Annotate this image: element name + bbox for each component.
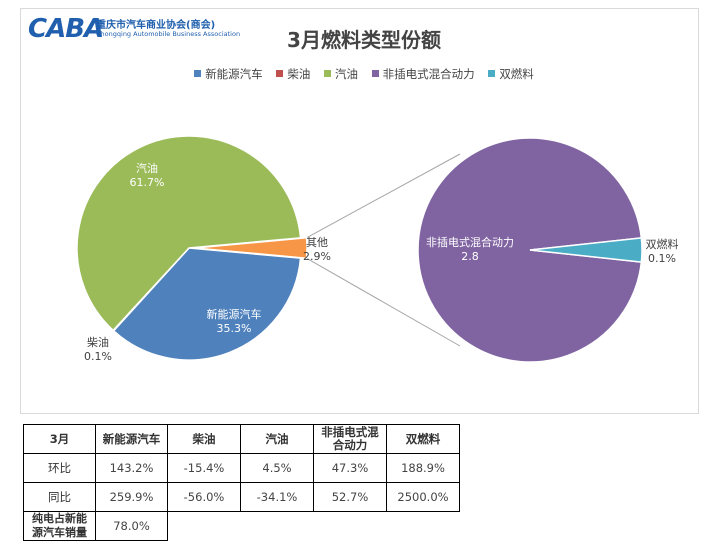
- table-cell: 2500.0%: [386, 482, 460, 512]
- table-cell: 4.5%: [240, 453, 314, 483]
- row-label: 纯电占新能 源汽车销量: [23, 511, 96, 541]
- label-hybrid: 非插电式混合动力 2.8: [426, 235, 514, 263]
- slice-nev: [112, 247, 302, 361]
- table-cell: -34.1%: [240, 482, 314, 512]
- yoy-mom-table: 3月 新能源汽车 柴油 汽油 非插电式混 合动力 双燃料 环比 143.2% -1…: [23, 424, 460, 541]
- label-other: 其他 2.9%: [303, 236, 331, 263]
- label-diesel-line: 柴油: [87, 335, 109, 349]
- main-pie: [76, 135, 308, 361]
- table-cell: -15.4%: [167, 453, 241, 483]
- legend-label: 汽油: [335, 67, 358, 81]
- table-header-month: 3月: [23, 424, 96, 454]
- label-diesel-line: 0.1%: [84, 350, 112, 363]
- slice-other: [194, 236, 308, 260]
- chart-title: 3月燃料类型份额: [287, 28, 441, 52]
- legend-swatch: [371, 70, 379, 77]
- logo-name-cn: 重庆市汽车商业协会(商会): [96, 20, 216, 31]
- table-cell: -56.0%: [167, 482, 241, 512]
- header-line: 非插电式混: [321, 425, 379, 439]
- label-dual-fuel-line: 双燃料: [646, 237, 679, 251]
- table-cell: 188.9%: [386, 453, 460, 483]
- connector-line-bottom: [306, 257, 461, 347]
- row-label: 同比: [23, 482, 96, 512]
- logo-name-en: Chongqing Automobile Business Associatio…: [96, 30, 241, 38]
- legend-label: 非插电式混合动力: [382, 67, 475, 81]
- label-other-line: 其他: [306, 236, 328, 249]
- row-label-line: 源汽车销量: [32, 526, 87, 539]
- row-label-line: 纯电占新能: [32, 512, 87, 525]
- table-cell: 143.2%: [95, 453, 168, 483]
- label-other-line: 2.9%: [303, 250, 331, 263]
- row-label: 环比: [23, 453, 96, 483]
- empty-cell: [168, 512, 241, 541]
- table-cell: 78.0%: [95, 511, 168, 541]
- legend-swatch: [324, 70, 331, 77]
- empty-cell: [314, 512, 387, 541]
- label-nev-line: 35.3%: [217, 322, 252, 335]
- legend-item-hybrid: 非插电式混合动力: [371, 66, 475, 82]
- label-diesel: 柴油 0.1%: [84, 335, 112, 363]
- label-hybrid-line: 2.8: [461, 250, 479, 263]
- connector-line-top: [306, 153, 461, 239]
- sub-pie: [417, 137, 643, 363]
- label-hybrid-line: 非插电式混合动力: [426, 235, 514, 249]
- legend-item-dual-fuel: 双燃料: [488, 66, 534, 82]
- legend-label: 新能源汽车: [205, 67, 263, 81]
- pie-labels: 汽油 61.7%新能源汽车 35.3%柴油 0.1%其他 2.9%非插电式混合动力 2.8…: [84, 161, 678, 363]
- label-nev: 新能源汽车 35.3%: [207, 307, 262, 335]
- legend-label: 双燃料: [499, 67, 534, 81]
- slice-hybrid: [417, 137, 643, 363]
- legend-swatch: [276, 70, 284, 77]
- empty-cell: [241, 512, 314, 541]
- table-header-row: 3月 新能源汽车 柴油 汽油 非插电式混 合动力 双燃料: [23, 424, 460, 454]
- legend-item-diesel: 柴油: [276, 66, 310, 82]
- table-header-dual-fuel: 双燃料: [386, 424, 460, 454]
- label-dual-fuel-line: 0.1%: [648, 252, 676, 265]
- empty-cell: [387, 512, 460, 541]
- label-gasoline-line: 61.7%: [130, 176, 165, 189]
- label-gasoline-line: 汽油: [136, 161, 158, 175]
- pie-charts: 汽油 61.7%新能源汽车 35.3%柴油 0.1%其他 2.9%非插电式混合动力 2.8…: [76, 135, 679, 363]
- table-cell: 259.9%: [95, 482, 168, 512]
- chart-legend: 新能源汽车 柴油 汽油 非插电式混合动力 双燃料: [0, 66, 728, 82]
- legend-item-nev: 新能源汽车: [194, 66, 263, 82]
- table-header-hybrid: 非插电式混 合动力: [313, 424, 387, 454]
- label-nev-line: 新能源汽车: [207, 307, 262, 321]
- legend-label: 柴油: [287, 67, 311, 81]
- table-row-mom: 环比 143.2% -15.4% 4.5% 47.3% 188.9%: [23, 453, 460, 483]
- table-cell: 52.7%: [313, 482, 387, 512]
- table-header-diesel: 柴油: [167, 424, 241, 454]
- caba-logo: CABA 重庆市汽车商业协会(商会) Chongqing Automobile …: [28, 14, 248, 48]
- table-cell: 47.3%: [313, 453, 387, 483]
- table-row-pure-ev: 纯电占新能 源汽车销量 78.0%: [23, 511, 460, 541]
- table-header-nev: 新能源汽车: [95, 424, 168, 454]
- label-dual-fuel: 双燃料 0.1%: [646, 237, 679, 265]
- header-line: 合动力: [332, 438, 368, 452]
- table-header-gasoline: 汽油: [240, 424, 314, 454]
- label-gasoline: 汽油 61.7%: [130, 161, 165, 189]
- slice-gasoline: [76, 135, 302, 332]
- table-row-yoy: 同比 259.9% -56.0% -34.1% 52.7% 2500.0%: [23, 482, 460, 512]
- legend-swatch: [488, 70, 496, 77]
- legend-swatch: [194, 70, 202, 77]
- legend-item-gasoline: 汽油: [324, 66, 358, 82]
- slice-dual-fuel: [529, 237, 643, 263]
- logo-mark: CABA: [28, 14, 104, 44]
